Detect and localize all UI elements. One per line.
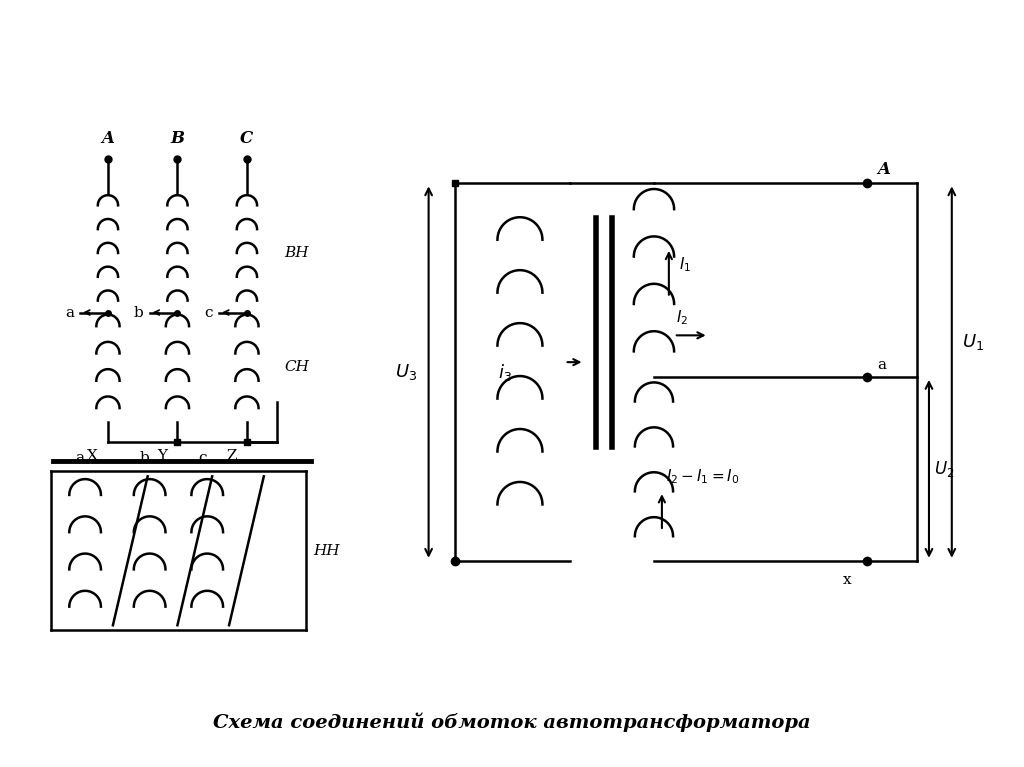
Text: c: c (205, 305, 213, 320)
Text: $i_3$: $i_3$ (498, 361, 512, 383)
Text: $U_3$: $U_3$ (394, 362, 417, 382)
Text: $U_1$: $U_1$ (962, 332, 984, 352)
Text: ВН: ВН (285, 246, 309, 260)
Text: A: A (878, 160, 890, 177)
Text: a: a (66, 305, 74, 320)
Text: Y: Y (158, 449, 168, 463)
Text: b: b (140, 452, 150, 466)
Text: a: a (878, 358, 887, 372)
Text: B: B (170, 130, 184, 146)
Text: b: b (134, 305, 143, 320)
Text: Z: Z (226, 449, 237, 463)
Text: $I_2 - I_1 = I_0$: $I_2 - I_1 = I_0$ (666, 468, 739, 486)
Text: A: A (101, 130, 115, 146)
Text: c: c (198, 452, 207, 466)
Text: a: a (76, 452, 85, 466)
Text: C: C (241, 130, 254, 146)
Text: $I_1$: $I_1$ (679, 255, 691, 275)
Text: X: X (87, 449, 98, 463)
Text: НН: НН (313, 544, 340, 558)
Text: $I_2$: $I_2$ (676, 308, 688, 327)
Text: Схема соединений обмоток автотрансформатора: Схема соединений обмоток автотрансформат… (213, 713, 811, 732)
Text: $U_2$: $U_2$ (934, 459, 954, 479)
Text: СН: СН (285, 360, 309, 374)
Text: x: x (843, 573, 852, 587)
